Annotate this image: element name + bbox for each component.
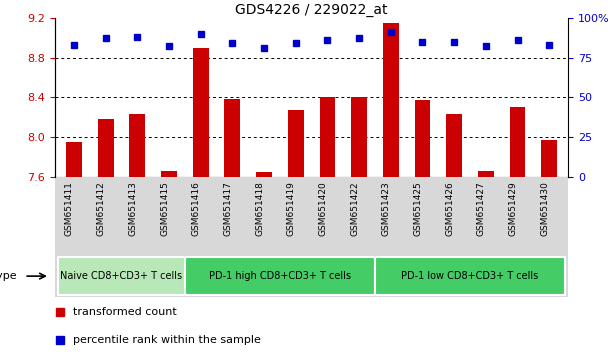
Text: Naive CD8+CD3+ T cells: Naive CD8+CD3+ T cells [60,271,183,281]
Text: GSM651420: GSM651420 [318,181,327,236]
Bar [224,99,240,177]
Text: GSM651426: GSM651426 [445,181,454,236]
Bar [415,100,430,177]
Bar [351,97,367,177]
Bar [478,171,494,177]
Bar [446,114,462,177]
Bar [161,171,177,177]
Text: GSM651412: GSM651412 [97,181,106,236]
Text: GSM651422: GSM651422 [350,181,359,235]
Text: cell type: cell type [0,271,16,281]
Bar [541,140,557,177]
Text: GSM651425: GSM651425 [414,181,422,236]
Text: GSM651417: GSM651417 [224,181,232,236]
Bar [58,257,185,295]
Bar [185,257,375,295]
Text: transformed count: transformed count [73,307,177,316]
Text: GSM651419: GSM651419 [287,181,296,236]
Bar [256,172,272,177]
Text: percentile rank within the sample: percentile rank within the sample [73,335,261,345]
Bar [193,47,208,177]
Text: GSM651423: GSM651423 [382,181,391,236]
Text: PD-1 high CD8+CD3+ T cells: PD-1 high CD8+CD3+ T cells [209,271,351,281]
Text: GSM651427: GSM651427 [477,181,486,236]
Bar [288,110,304,177]
Bar [320,97,335,177]
Title: GDS4226 / 229022_at: GDS4226 / 229022_at [235,3,388,17]
Text: PD-1 low CD8+CD3+ T cells: PD-1 low CD8+CD3+ T cells [401,271,539,281]
Text: GSM651429: GSM651429 [508,181,518,236]
Text: GSM651430: GSM651430 [540,181,549,236]
Text: GSM651411: GSM651411 [65,181,74,236]
Text: GSM651418: GSM651418 [255,181,264,236]
Bar [510,107,525,177]
Bar [375,257,565,295]
Bar [66,142,82,177]
Bar [98,119,114,177]
Bar [130,114,145,177]
Bar [383,23,399,177]
Text: GSM651415: GSM651415 [160,181,169,236]
Text: GSM651413: GSM651413 [128,181,137,236]
Text: GSM651416: GSM651416 [192,181,201,236]
